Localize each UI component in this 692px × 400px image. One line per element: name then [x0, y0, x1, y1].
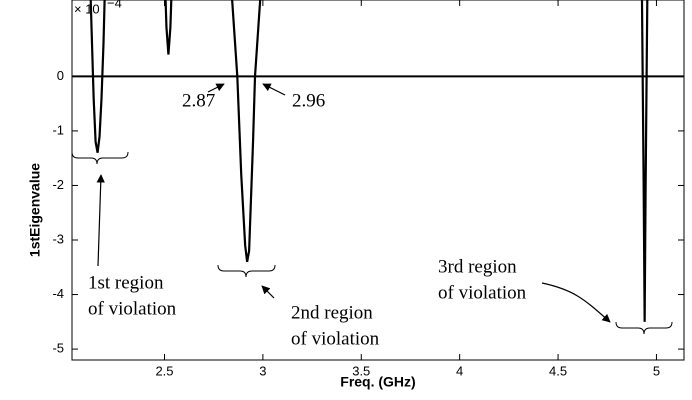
x-tick-label: 4 — [456, 363, 463, 378]
y-axis-label: 1stEigenvalue — [27, 163, 43, 257]
x-tick-label: 3 — [259, 363, 266, 378]
plot-frame — [71, 0, 685, 361]
x-tick-label: 2.5 — [155, 363, 173, 378]
series-group — [89, 0, 649, 322]
x-tick-label: 3.5 — [352, 363, 370, 378]
annotation: 2.96 — [292, 90, 325, 111]
y-tick-label: -2 — [52, 177, 64, 192]
x-tick-label: 5 — [653, 363, 660, 378]
brace — [71, 151, 129, 165]
annotation: 2nd region — [291, 302, 373, 323]
y-multiplier-exponent: −4 — [107, 0, 122, 10]
annotation: 3rd region — [438, 256, 517, 277]
arrow — [262, 83, 286, 96]
y-tick-label: 0 — [57, 68, 64, 83]
x-axis-label: Freq. (GHz) — [340, 374, 415, 390]
braces — [71, 151, 673, 335]
annotation: 2.87 — [182, 90, 215, 111]
y-tick-label: -5 — [52, 341, 64, 356]
arrows — [96, 83, 611, 323]
x-tick-label: 4.5 — [549, 363, 567, 378]
arrow — [207, 83, 225, 93]
annotation: 1st region — [88, 272, 164, 293]
brace — [217, 264, 276, 278]
annotation: of violation — [291, 328, 380, 349]
brace — [615, 321, 673, 335]
y-tick-label: -3 — [52, 231, 64, 246]
y-tick-label: -4 — [52, 286, 64, 301]
annotation: of violation — [88, 298, 177, 319]
arrow — [96, 174, 105, 267]
line — [89, 0, 649, 322]
arrow — [261, 285, 275, 299]
y-multiplier: × 10 — [74, 1, 100, 16]
annotation: of violation — [438, 282, 527, 303]
arrow — [541, 282, 611, 323]
y-tick-label: -1 — [52, 122, 64, 137]
